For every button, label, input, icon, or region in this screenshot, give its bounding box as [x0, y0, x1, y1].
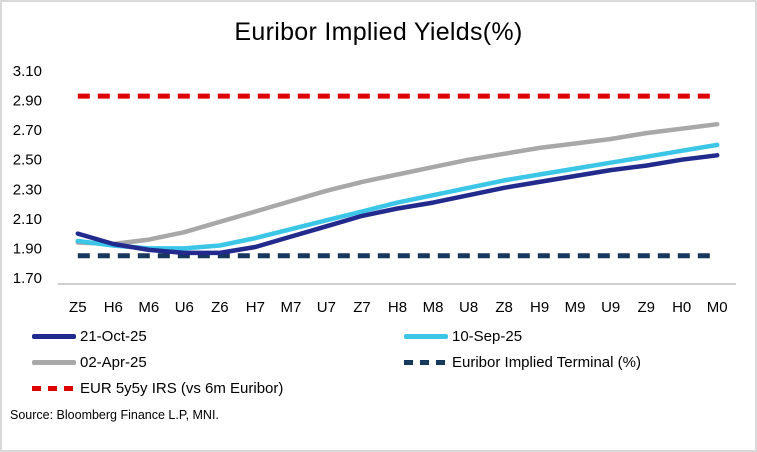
svg-text:U9: U9 [601, 299, 620, 316]
legend-line-swatch [32, 386, 76, 391]
legend-line-swatch [32, 360, 76, 365]
svg-text:H7: H7 [246, 299, 265, 316]
svg-text:H9: H9 [530, 299, 549, 316]
legend-item-euribor-implied-terminal: Euribor Implied Terminal (%) [404, 352, 755, 373]
chart-title: Euribor Implied Yields(%) [234, 18, 523, 46]
svg-text:Z7: Z7 [353, 299, 371, 316]
svg-text:2.10: 2.10 [13, 211, 42, 228]
svg-text:U7: U7 [317, 299, 336, 316]
svg-text:2.50: 2.50 [13, 152, 42, 169]
svg-text:2.70: 2.70 [13, 122, 42, 139]
legend-item-02-apr-25: 02-Apr-25 [32, 352, 404, 373]
svg-text:M7: M7 [280, 299, 301, 316]
svg-text:Z5: Z5 [69, 299, 87, 316]
svg-text:U6: U6 [175, 299, 194, 316]
legend-label: Euribor Implied Terminal (%) [452, 354, 641, 371]
legend-item-eur-5y5y-irs: EUR 5y5y IRS (vs 6m Euribor) [32, 378, 404, 399]
svg-text:M6: M6 [138, 299, 159, 316]
chart-legend: 21-Oct-25 10-Sep-25 02-Apr-25 Euribor Im… [2, 324, 755, 399]
svg-text:1.70: 1.70 [13, 270, 42, 287]
svg-text:Z6: Z6 [211, 299, 229, 316]
legend-line-swatch [404, 360, 448, 365]
legend-line-swatch [404, 334, 448, 339]
source-note: Source: Bloomberg Finance L.P, MNI. [10, 408, 219, 422]
legend-label: 10-Sep-25 [452, 328, 523, 345]
svg-text:M0: M0 [707, 299, 728, 316]
plot-wrap: 3.10 2.90 2.70 2.50 2.30 2.10 1.90 1.70 Z5 H6 M6 U6… [2, 56, 755, 324]
legend-label: 02-Apr-25 [80, 354, 147, 371]
legend-label: EUR 5y5y IRS (vs 6m Euribor) [80, 380, 284, 397]
legend-item-10-sep-25: 10-Sep-25 [404, 326, 755, 347]
chart-plot-area: 3.10 2.90 2.70 2.50 2.30 2.10 1.90 1.70 Z5 H6 M6 U6… [13, 63, 736, 316]
svg-text:2.30: 2.30 [13, 181, 42, 198]
svg-text:M9: M9 [565, 299, 586, 316]
legend-item-21-oct-25: 21-Oct-25 [32, 326, 404, 347]
svg-text:Z9: Z9 [637, 299, 655, 316]
svg-text:1.90: 1.90 [13, 240, 42, 257]
svg-text:2.90: 2.90 [13, 93, 42, 110]
legend-label: 21-Oct-25 [80, 328, 147, 345]
svg-text:M8: M8 [423, 299, 444, 316]
svg-text:H0: H0 [672, 299, 691, 316]
svg-text:H8: H8 [388, 299, 407, 316]
svg-text:Z8: Z8 [495, 299, 513, 316]
svg-text:U8: U8 [459, 299, 478, 316]
svg-text:3.10: 3.10 [13, 63, 42, 80]
svg-text:H6: H6 [104, 299, 123, 316]
legend-line-swatch [32, 334, 76, 339]
